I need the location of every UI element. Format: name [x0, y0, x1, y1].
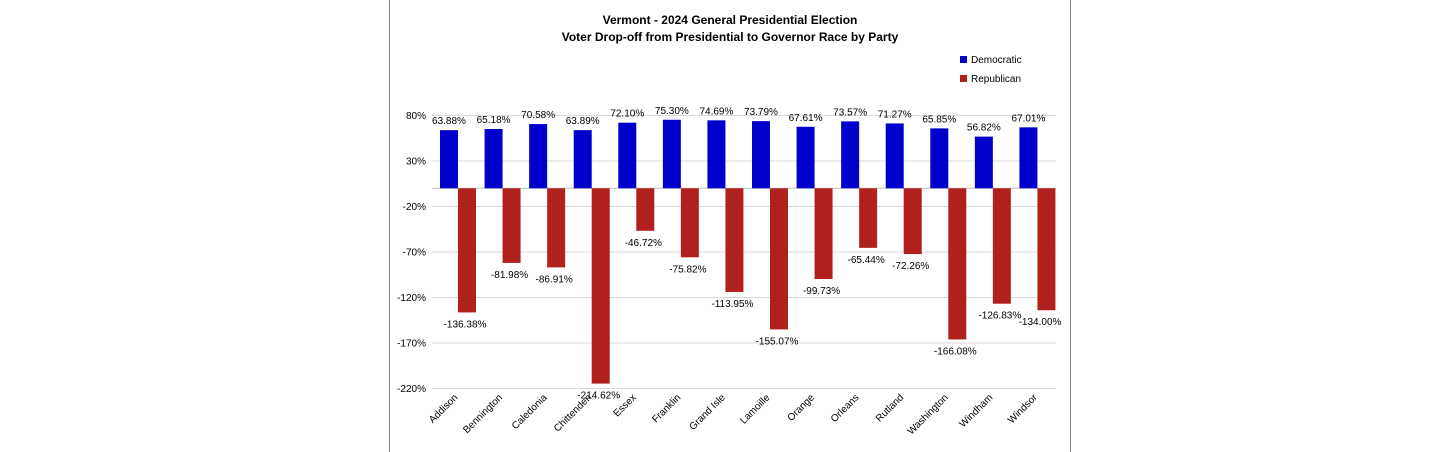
bar-republican [725, 188, 744, 292]
data-label-democratic: 73.57% [833, 107, 867, 118]
data-label-democratic: 67.01% [1011, 113, 1045, 124]
data-label-democratic: 73.79% [744, 107, 778, 118]
bar-republican [770, 188, 788, 330]
bar-republican [502, 188, 521, 263]
data-label-republican: -166.08% [934, 346, 977, 357]
bar-democratic [841, 121, 860, 189]
bar-republican [814, 188, 833, 280]
bar-democratic [707, 120, 726, 189]
chart-title: Vermont - 2024 General Presidential Elec… [603, 13, 858, 27]
bar-republican [992, 188, 1011, 304]
bar-republican [636, 188, 655, 231]
y-tick-label: -170% [397, 339, 426, 350]
bar-democratic [885, 123, 904, 189]
bar-republican [903, 188, 922, 255]
data-label-democratic: 65.18% [477, 115, 511, 126]
data-label-democratic: 74.69% [699, 106, 733, 117]
data-label-republican: -99.73% [803, 286, 840, 297]
y-tick-label: -20% [403, 202, 426, 213]
data-label-democratic: 67.61% [789, 113, 823, 124]
data-label-republican: -86.91% [536, 274, 573, 285]
y-tick-label: -120% [397, 293, 426, 304]
y-tick-label: -220% [397, 384, 426, 395]
data-label-democratic: 65.85% [922, 114, 956, 125]
bar-republican [547, 188, 566, 268]
bar-democratic [573, 130, 592, 189]
data-label-democratic: 71.27% [878, 109, 912, 120]
data-label-democratic: 75.30% [655, 106, 689, 117]
bar-democratic [796, 126, 815, 189]
bar-democratic [662, 119, 681, 189]
data-label-republican: -155.07% [756, 336, 799, 347]
bar-democratic [529, 124, 548, 189]
data-label-republican: -214.62% [577, 391, 620, 402]
data-label-republican: -72.26% [892, 261, 929, 272]
y-tick-label: -70% [403, 248, 426, 259]
bar-republican [1037, 188, 1056, 311]
bar-republican [458, 188, 476, 313]
data-label-democratic: 63.89% [566, 116, 600, 127]
data-label-republican: -46.72% [625, 238, 662, 249]
data-label-republican: -65.44% [848, 255, 885, 266]
bar-democratic [974, 136, 993, 189]
data-label-republican: -136.38% [444, 319, 487, 330]
data-label-republican: -113.95% [711, 299, 753, 310]
y-tick-label: 30% [406, 157, 426, 168]
data-label-republican: -126.83% [978, 311, 1021, 322]
data-label-democratic: 72.10% [610, 109, 644, 120]
bar-republican [859, 188, 878, 248]
data-label-republican: -134.00% [1019, 317, 1062, 328]
legend-swatch-republican [960, 75, 967, 82]
bar-democratic [1019, 127, 1038, 189]
bar-republican [948, 188, 967, 340]
bar-republican [591, 188, 610, 384]
bar-democratic [484, 128, 503, 189]
democratic-bars [440, 119, 1038, 189]
legend: Democratic Republican [960, 55, 1022, 85]
legend-label-democratic: Democratic [971, 55, 1022, 66]
data-label-democratic: 56.82% [967, 123, 1001, 134]
legend-swatch-democratic [960, 56, 967, 63]
data-label-republican: -81.98% [491, 270, 528, 281]
data-label-democratic: 63.88% [432, 116, 466, 127]
bar-democratic [930, 128, 949, 189]
data-label-democratic: 70.58% [521, 110, 555, 121]
bar-democratic [752, 121, 770, 189]
y-tick-label: 80% [406, 111, 426, 122]
y-axis-tick-labels: 80% 30% -20% -70% -120% -170% -220% [397, 111, 426, 395]
republican-bars [458, 188, 1056, 384]
bar-democratic [440, 130, 458, 189]
republican-data-labels: -136.38% -81.98% -86.91% -214.62% -46.72% -75… [444, 238, 1062, 402]
chart-subtitle: Voter Drop-off from Presidential to Gove… [562, 30, 899, 44]
bar-democratic [618, 122, 637, 189]
data-label-republican: -75.82% [669, 264, 706, 275]
legend-label-republican: Republican [971, 74, 1021, 85]
democratic-data-labels: 63.88% 65.18% 70.58% 63.89% 72.10% 75.30% 74.6… [432, 106, 1045, 134]
bar-republican [680, 188, 699, 258]
